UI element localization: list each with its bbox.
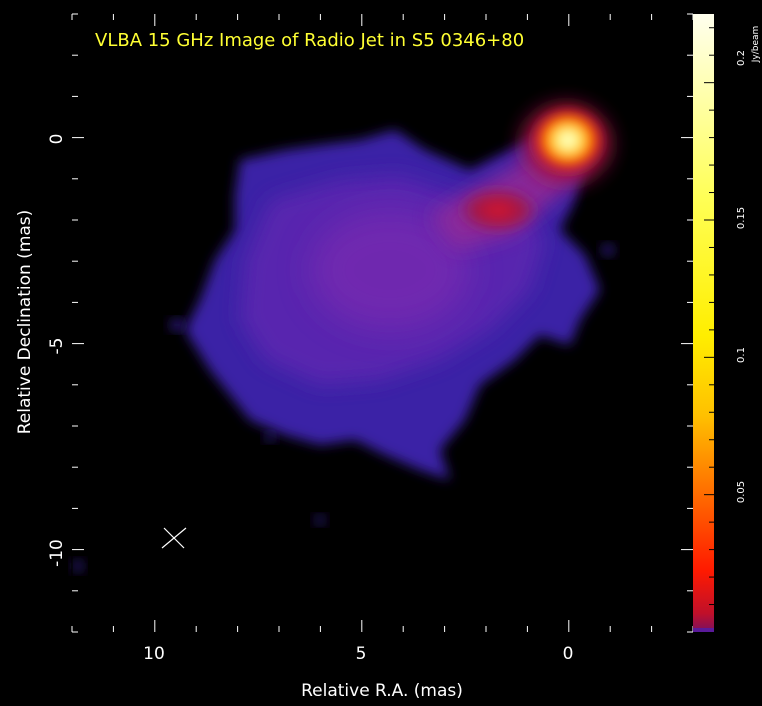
y-axis-label: Relative Declination (mas) — [15, 210, 35, 435]
diffuse-blob — [265, 433, 275, 441]
x-tick-label: 5 — [356, 644, 367, 664]
beam-marker — [161, 527, 187, 549]
y-tick-labels: 0 -5 -10 — [47, 134, 67, 567]
diffuse-blob — [170, 320, 184, 330]
diffuse-emission-ridge — [310, 210, 470, 330]
y-tick-label: -10 — [47, 539, 67, 567]
colorbar-tick-label: 0.1 — [736, 347, 747, 363]
colorbar-tick-labels: 0.05 0.1 0.15 0.2 — [736, 50, 747, 503]
emission-map — [73, 104, 614, 571]
colorbar-tick-label: 0.15 — [736, 207, 747, 229]
colorbar-bottom-swatch — [693, 628, 714, 632]
diffuse-blob — [602, 245, 614, 255]
colorbar-tick-label: 0.2 — [736, 50, 747, 66]
colorbar-unit-label: Jy/beam — [751, 26, 761, 64]
x-tick-label: 10 — [143, 644, 165, 664]
jet-knot — [456, 186, 540, 234]
colorbar: 0.05 0.1 0.15 0.2 Jy/beam — [693, 14, 761, 632]
y-tick-label: 0 — [47, 134, 67, 145]
x-axis-label: Relative R.A. (mas) — [301, 681, 463, 701]
axis-ticks — [71, 13, 694, 633]
colorbar-tick-label: 0.05 — [736, 481, 747, 503]
core — [530, 106, 606, 174]
x-tick-labels: 10 5 0 — [143, 644, 573, 664]
colorbar-ticks — [704, 27, 714, 606]
x-tick-label: 0 — [563, 644, 574, 664]
colorbar-scale — [693, 14, 714, 632]
figure-title: VLBA 15 GHz Image of Radio Jet in S5 034… — [95, 30, 524, 51]
diffuse-blob — [315, 516, 325, 524]
diffuse-blob — [73, 561, 83, 571]
y-tick-label: -5 — [47, 338, 67, 355]
